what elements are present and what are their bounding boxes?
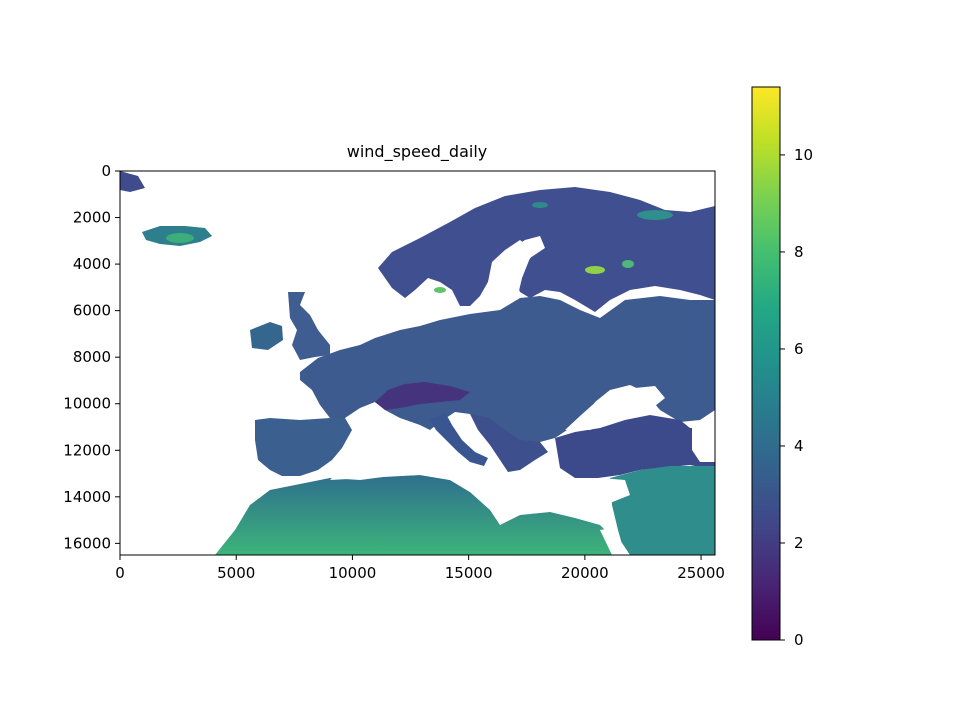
- colorbar-tick-label: 0: [794, 631, 804, 649]
- x-tick-label: 20000: [561, 564, 609, 582]
- colorbar-tick-label: 6: [794, 340, 804, 358]
- y-tick-label: 2000: [73, 209, 111, 227]
- heatmap-image: [120, 171, 715, 555]
- y-tick-label: 12000: [63, 441, 111, 459]
- y-tick-label: 10000: [63, 395, 111, 413]
- y-tick-label: 0: [101, 162, 111, 180]
- colorbar-tick-label: 8: [794, 243, 804, 261]
- y-tick-label: 6000: [73, 302, 111, 320]
- colorbar-tick-label: 10: [794, 146, 813, 164]
- x-tick-label: 10000: [329, 564, 377, 582]
- colorbar-tick-label: 2: [794, 534, 804, 552]
- colorbar: [752, 87, 780, 640]
- x-axis: 0 5000 10000 15000 20000 25000: [115, 555, 725, 582]
- colorbar-tick-label: 4: [794, 437, 804, 455]
- chart-title: wind_speed_daily: [347, 142, 487, 162]
- x-tick-label: 0: [115, 564, 125, 582]
- x-tick-label: 25000: [677, 564, 725, 582]
- y-tick-label: 16000: [63, 534, 111, 552]
- y-tick-label: 8000: [73, 348, 111, 366]
- colorbar-axis: 0 2 4 6 8 10: [780, 146, 813, 649]
- y-axis: 0 2000 4000 6000 8000 10000 12000 14000 16000: [63, 162, 120, 552]
- x-tick-label: 15000: [445, 564, 493, 582]
- x-tick-label: 5000: [217, 564, 255, 582]
- y-tick-label: 4000: [73, 255, 111, 273]
- y-tick-label: 14000: [63, 488, 111, 506]
- region-levant: [610, 466, 715, 555]
